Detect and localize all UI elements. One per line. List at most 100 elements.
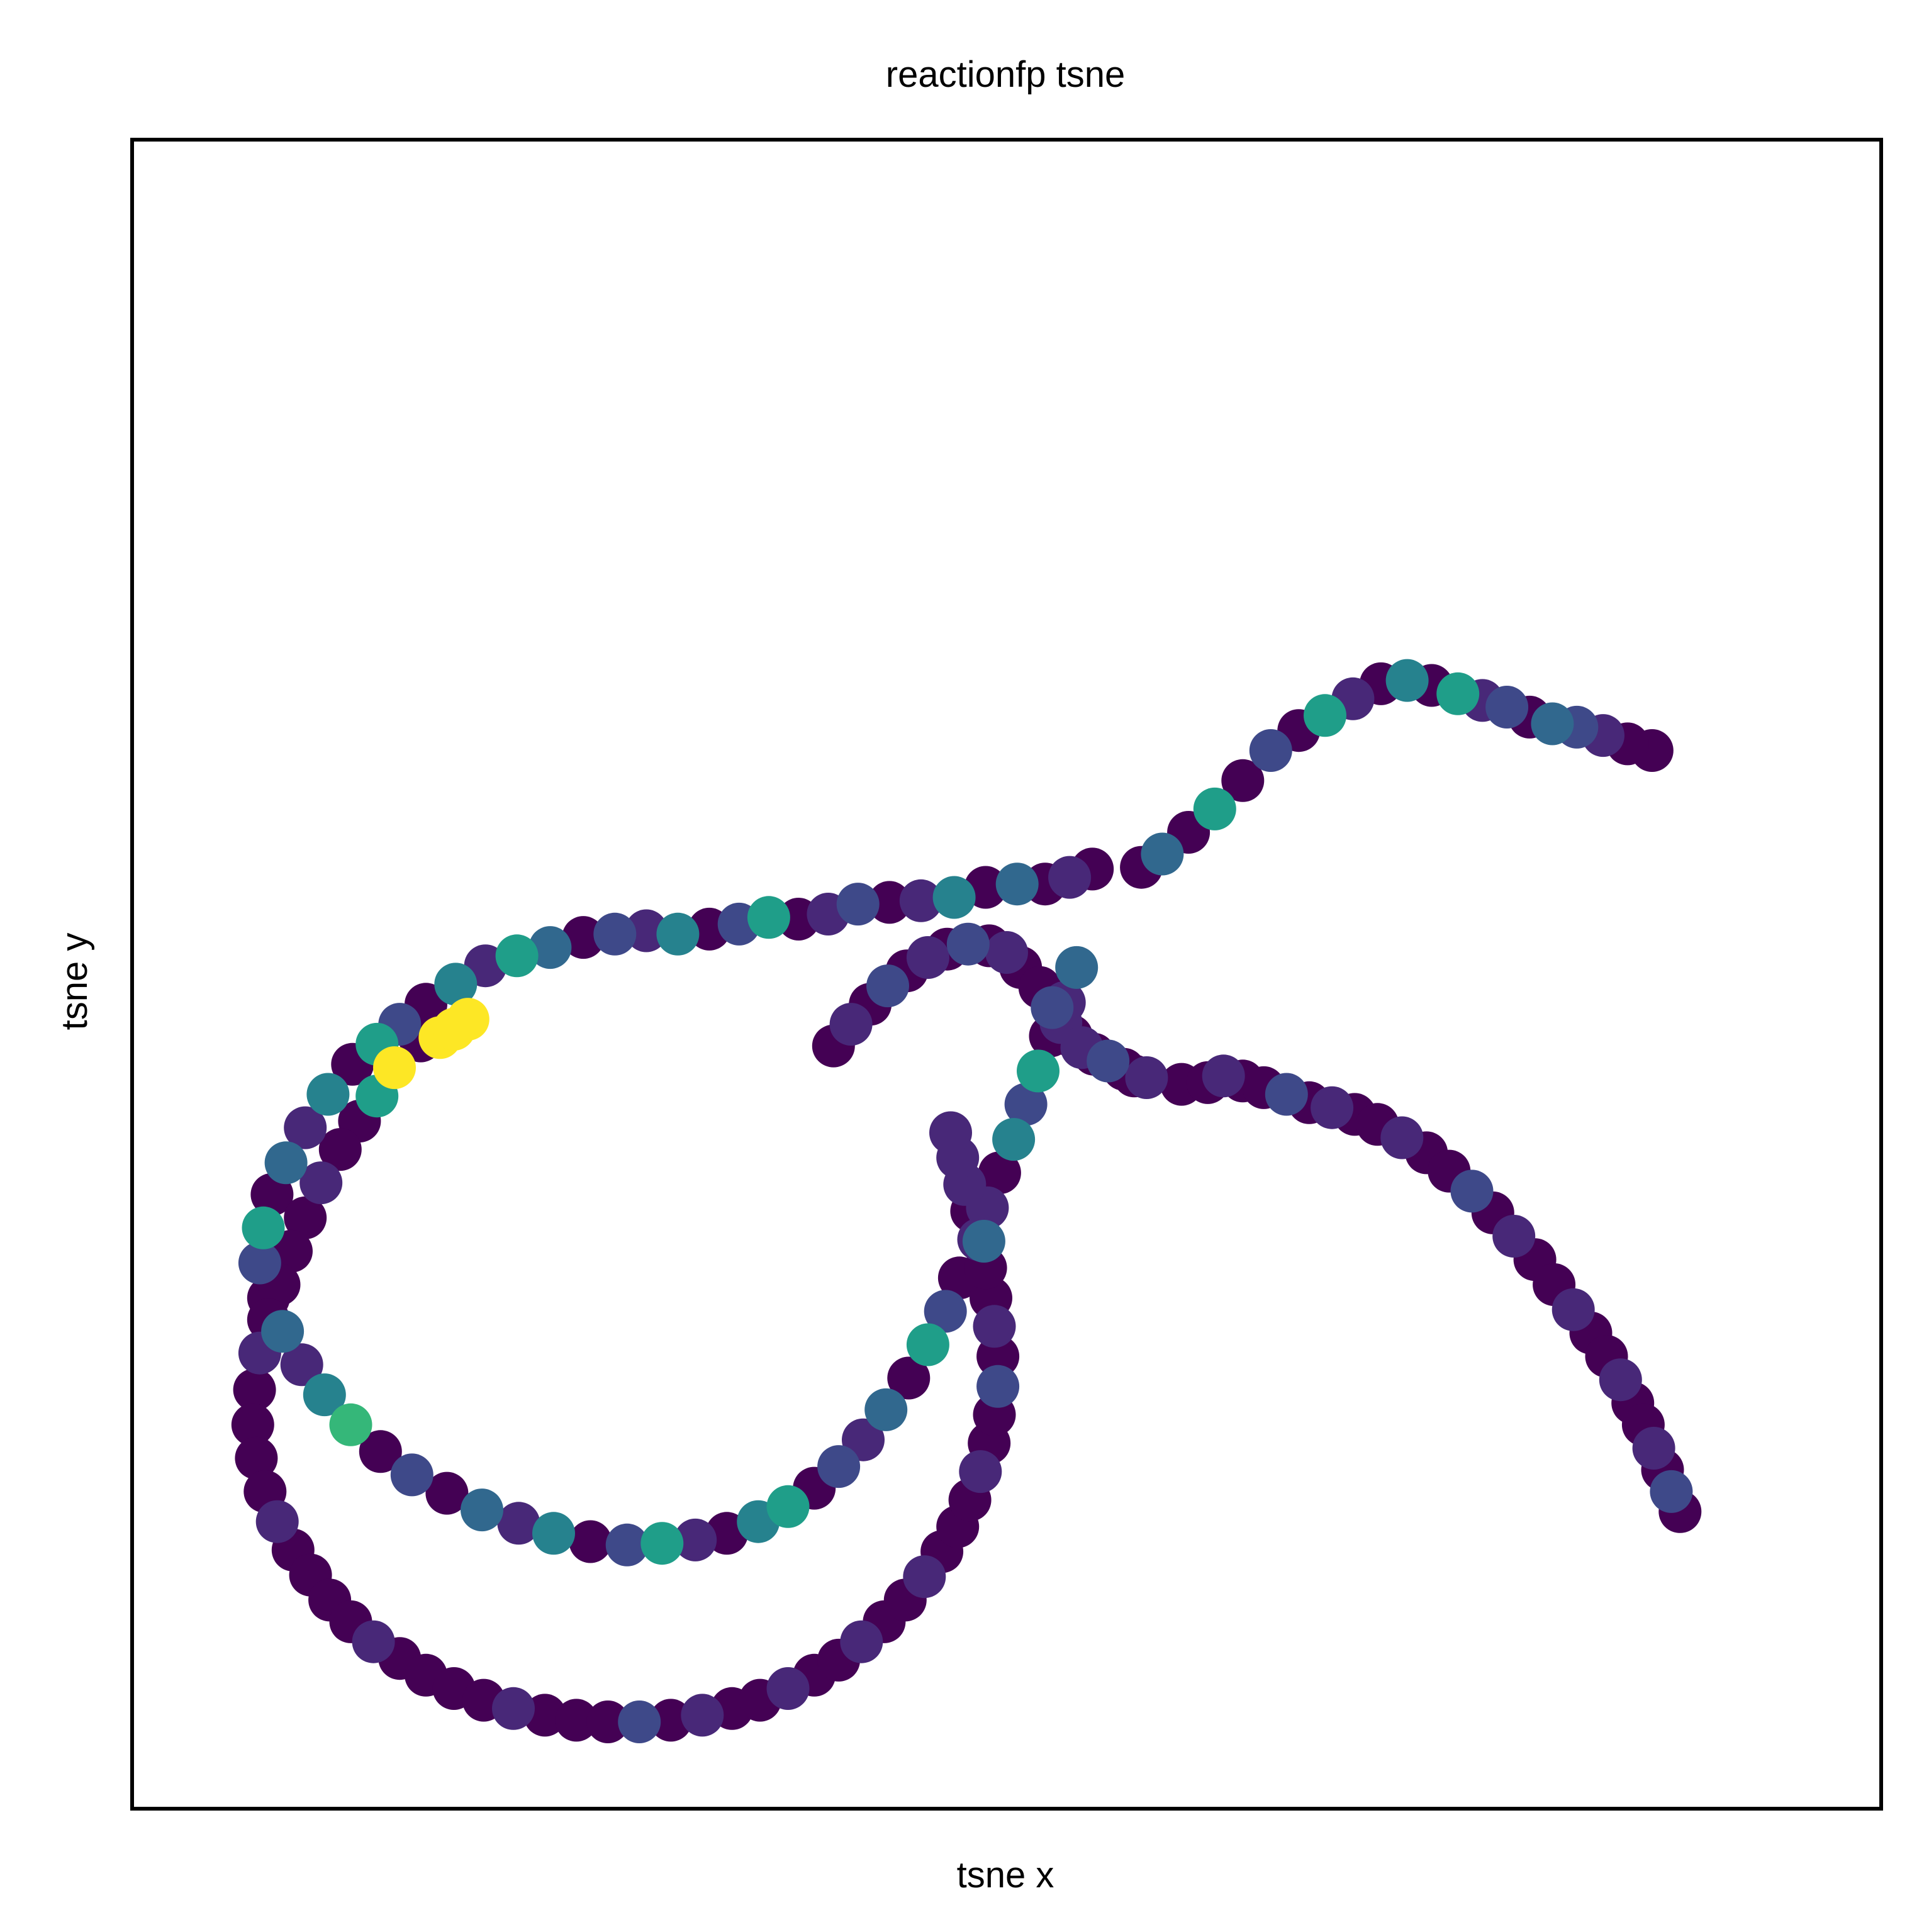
scatter-point — [829, 1003, 873, 1046]
scatter-point — [242, 1206, 285, 1249]
x-axis-label: tsne x — [957, 1855, 1054, 1896]
scatter-point — [1249, 729, 1292, 772]
scatter-point — [932, 876, 976, 919]
scatter-point — [303, 1373, 346, 1417]
scatter-point — [238, 1241, 281, 1285]
scatter-point — [868, 881, 911, 924]
scatter-point — [866, 964, 909, 1008]
scatter-point — [1265, 1073, 1308, 1116]
scatter-point — [1485, 686, 1529, 729]
scatter-point — [1055, 946, 1099, 989]
scatter-point — [434, 963, 478, 1006]
scatter-point — [425, 1471, 469, 1515]
scatter-point — [284, 1106, 327, 1149]
scatter-point — [992, 1118, 1036, 1161]
chart-title: reactionfp tsne — [886, 54, 1125, 95]
scatter-point — [1048, 856, 1092, 899]
scatter-point — [231, 1403, 274, 1446]
scatter-point — [1141, 832, 1184, 876]
scatter-point — [1087, 1039, 1130, 1083]
scatter-point — [973, 1305, 1016, 1348]
scatter-point — [299, 1161, 343, 1205]
scatter-point — [497, 1502, 540, 1545]
scatter-point — [946, 922, 990, 966]
scatter-point — [586, 1700, 630, 1743]
scatter-point — [887, 1356, 931, 1400]
scatter-point — [995, 863, 1039, 906]
scatter-point — [359, 1430, 402, 1473]
scatter-point — [495, 934, 539, 978]
scatter-point — [1599, 1358, 1642, 1402]
scatter-point — [532, 1512, 575, 1555]
scatter-point — [674, 1518, 717, 1561]
scatter-point — [625, 909, 668, 952]
scatter-point — [836, 883, 880, 926]
scatter-point — [1031, 986, 1074, 1029]
scatter-point — [640, 1522, 684, 1565]
points-layer — [231, 659, 1702, 1743]
scatter-point — [1125, 1056, 1168, 1099]
scatter-point — [840, 1620, 883, 1663]
scatter-point — [906, 936, 949, 979]
scatter-point — [1552, 1288, 1595, 1331]
scatter-point — [978, 1151, 1021, 1195]
scatter-point — [233, 1368, 276, 1412]
scatter-point — [492, 1687, 535, 1730]
scatter-point — [1531, 702, 1574, 745]
scatter-point — [681, 1694, 724, 1737]
scatter-point — [747, 896, 790, 939]
scatter-point — [1450, 1170, 1494, 1213]
scatter-point — [1304, 694, 1346, 737]
scatter-point — [461, 1488, 503, 1532]
scatter-point — [318, 1128, 362, 1171]
scatter-point — [569, 1520, 612, 1563]
scatter-point — [1193, 787, 1236, 830]
scatter-point — [1311, 1086, 1354, 1129]
scatter-point — [903, 1555, 946, 1599]
scatter-point — [1221, 759, 1265, 802]
scatter-point — [306, 1073, 350, 1116]
scatter-point — [562, 916, 605, 959]
scatter-point — [255, 1500, 299, 1543]
y-axis-label: tsne y — [54, 933, 95, 1030]
scatter-point — [1385, 659, 1429, 702]
plot-frame — [130, 138, 1883, 1811]
scatter-point — [373, 1046, 416, 1090]
scatter-point — [924, 1290, 967, 1333]
scatter-point — [1436, 672, 1480, 715]
scatter-point — [555, 1699, 598, 1742]
scatter-point — [906, 1323, 949, 1366]
scatter-point — [817, 1445, 861, 1488]
scatter-point — [352, 1620, 395, 1663]
scatter-point — [329, 1403, 372, 1446]
scatter-point — [959, 1450, 1002, 1494]
scatter-point — [264, 1141, 308, 1185]
scatter-point — [280, 1343, 323, 1387]
scatter-point — [864, 1388, 908, 1431]
scatter-point — [261, 1310, 305, 1353]
scatter-point — [1017, 1049, 1060, 1093]
scatter-point — [962, 1220, 1005, 1263]
scatter-point — [649, 1699, 693, 1742]
scatter-point — [929, 1111, 972, 1154]
scatter-point — [1632, 1427, 1675, 1470]
scatter-point — [656, 912, 700, 956]
scatter-point — [976, 1365, 1020, 1408]
scatter-point — [1004, 1083, 1048, 1126]
scatter-point — [1650, 1470, 1693, 1513]
scatter-point — [605, 1523, 649, 1566]
scatter-point — [1492, 1215, 1536, 1258]
scatter-point — [1380, 1116, 1424, 1159]
scatter-point — [985, 931, 1028, 974]
scatter-point — [390, 1453, 433, 1497]
scatter-point — [899, 879, 942, 922]
scatter-point — [528, 926, 572, 969]
scatter-point — [284, 1196, 327, 1239]
scatter-point — [235, 1436, 278, 1480]
scatter-point — [766, 1667, 810, 1710]
scatter-point — [593, 912, 637, 956]
scatter-point — [432, 1008, 476, 1051]
scatter-point — [1202, 1054, 1245, 1098]
